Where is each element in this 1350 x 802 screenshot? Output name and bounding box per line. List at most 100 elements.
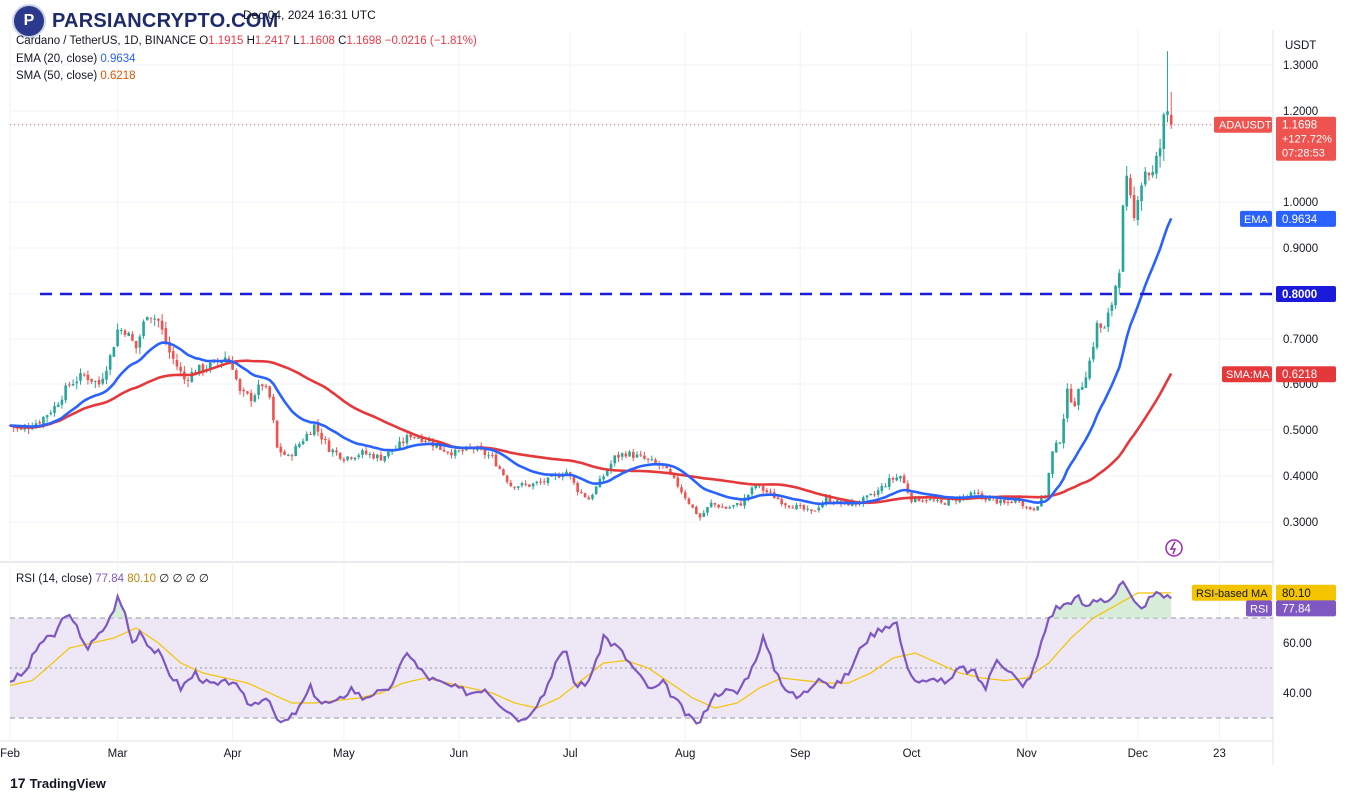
candle-body xyxy=(231,361,234,370)
candle-body xyxy=(138,336,142,348)
candle-body xyxy=(368,454,372,456)
candle-body xyxy=(776,497,780,500)
candle-body xyxy=(635,454,639,458)
candle-body xyxy=(828,496,832,503)
candle-body xyxy=(550,475,553,477)
candle-body xyxy=(186,379,190,381)
candle-body xyxy=(372,454,375,459)
candle-body xyxy=(1151,171,1154,176)
sma-value-bg xyxy=(1276,366,1336,383)
ohlc-open: 1.1915 xyxy=(208,35,244,47)
candle-body xyxy=(1002,499,1006,503)
candle-body xyxy=(1051,451,1054,474)
candle-body xyxy=(309,433,312,435)
candle-body xyxy=(576,482,579,493)
candle-body xyxy=(669,469,672,475)
candle-body xyxy=(223,357,227,361)
symbol-title[interactable]: Cardano / TetherUS, 1D, BINANCE xyxy=(16,35,197,47)
candle-body xyxy=(999,499,1002,504)
candle-body xyxy=(824,497,828,503)
candle-body xyxy=(628,451,631,457)
candle-body xyxy=(587,497,591,500)
sma-legend[interactable]: SMA (50, close) 0.6218 xyxy=(16,70,136,82)
candle-body xyxy=(327,440,331,452)
candle-body xyxy=(131,334,134,341)
candle-body xyxy=(1062,418,1065,444)
candle-body xyxy=(791,507,795,509)
candle-body xyxy=(457,450,461,452)
rsi-legend-extra: ∅ ∅ ∅ ∅ xyxy=(159,573,209,585)
candle-body xyxy=(724,506,728,509)
candle-body xyxy=(1117,273,1121,288)
candle-body xyxy=(379,454,383,461)
rsi-ma-value-bg xyxy=(1276,584,1336,601)
candle-body xyxy=(821,503,824,508)
currency-label: USDT xyxy=(1285,40,1316,52)
candle-body xyxy=(1155,155,1158,174)
candle-body xyxy=(357,455,361,457)
y-tick-label: 1.0000 xyxy=(1283,197,1318,209)
candle-body xyxy=(1158,148,1162,157)
ohlc-low-label: L xyxy=(293,35,300,47)
watermark-logo: P PARSIANCRYPTO.COM xyxy=(12,4,282,38)
candle-body xyxy=(620,453,624,457)
candle-body xyxy=(442,449,446,452)
candle-body xyxy=(750,487,754,495)
candle-body xyxy=(928,499,932,501)
x-tick-label: Jul xyxy=(563,748,578,760)
candle-body xyxy=(743,497,746,506)
ohlc-close: 1.1698 xyxy=(346,35,382,47)
candle-body xyxy=(988,497,991,501)
candle-body xyxy=(42,416,45,424)
candle-body xyxy=(312,424,316,435)
candle-body xyxy=(583,493,587,498)
candle-body xyxy=(316,424,320,432)
candle-body xyxy=(120,330,123,332)
candle-body xyxy=(446,451,450,453)
x-tick-label: Apr xyxy=(224,748,242,760)
candle-body xyxy=(75,381,79,384)
candle-body xyxy=(286,454,290,456)
tradingview-footer[interactable]: 17 TradingView xyxy=(10,775,106,791)
alert-bolt-icon xyxy=(1169,541,1177,555)
candle-body xyxy=(242,389,246,392)
candle-body xyxy=(201,364,205,372)
candle-body xyxy=(654,459,657,463)
candle-body xyxy=(145,317,149,321)
candle-body xyxy=(531,483,535,487)
candle-body xyxy=(806,508,809,510)
candle-body xyxy=(683,492,687,499)
candle-body xyxy=(516,486,520,488)
sma-tag: SMA:MA xyxy=(1226,369,1270,381)
candle-body xyxy=(1099,323,1103,328)
candle-body xyxy=(209,362,212,371)
candle-body xyxy=(350,457,353,459)
candle-body xyxy=(1147,173,1151,176)
candle-body xyxy=(902,475,906,484)
ticker-tag: ADAUSDT xyxy=(1219,120,1272,132)
rsi-overbought-fill xyxy=(10,581,1172,618)
ema-legend[interactable]: EMA (20, close) 0.9634 xyxy=(16,53,136,65)
candle-body xyxy=(887,478,891,487)
candle-body xyxy=(795,504,798,510)
candle-body xyxy=(160,320,164,330)
candle-body xyxy=(509,482,513,487)
alert-icon[interactable] xyxy=(1165,539,1183,557)
candle-body xyxy=(925,500,928,502)
candle-body xyxy=(134,340,138,349)
candle-body xyxy=(1162,114,1166,150)
candle-body xyxy=(761,486,765,491)
candle-body xyxy=(71,383,75,386)
candle-body xyxy=(542,481,546,483)
candle-body xyxy=(390,451,394,453)
y-tick-label: 0.7000 xyxy=(1283,334,1318,346)
candle-body xyxy=(45,415,49,418)
candle-body xyxy=(810,509,813,511)
rsi-legend[interactable]: RSI (14, close) 77.84 80.10 ∅ ∅ ∅ ∅ xyxy=(16,571,209,585)
candle-body xyxy=(906,483,910,493)
last-price-block-bg xyxy=(1276,116,1336,161)
candle-body xyxy=(784,503,787,506)
candle-body xyxy=(60,399,64,405)
candle-body xyxy=(68,384,71,386)
